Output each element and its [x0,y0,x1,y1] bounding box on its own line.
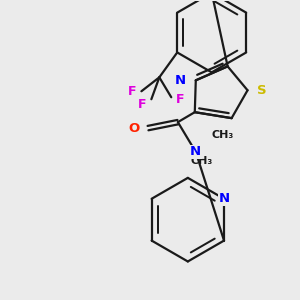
Text: F: F [138,98,146,111]
Text: F: F [176,93,185,106]
Text: S: S [257,84,267,97]
Text: CH₃: CH₃ [191,156,213,166]
Text: O: O [129,122,140,135]
Text: F: F [128,85,136,98]
Text: N: N [190,146,201,158]
Text: N: N [175,74,186,87]
Text: N: N [218,192,230,205]
Text: CH₃: CH₃ [212,130,234,140]
